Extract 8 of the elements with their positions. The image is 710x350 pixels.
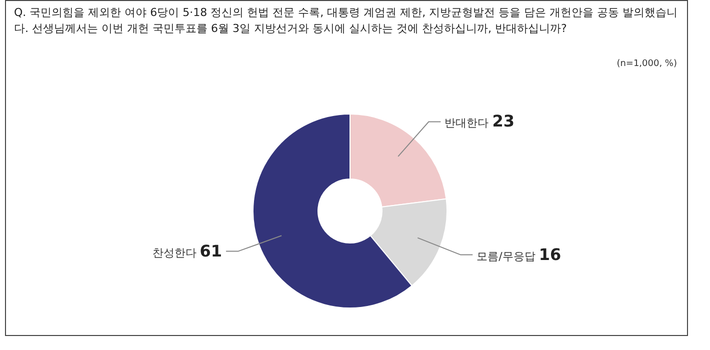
text: (n=1,000, %)	[616, 59, 677, 69]
slice-label: 반대한다	[444, 116, 492, 130]
data-label: 16	[538, 244, 562, 264]
slice-label: 찬성한다	[152, 246, 200, 260]
data-label: 23	[492, 112, 514, 131]
chart-title: Q. 국민의힘을 제외한 여야 6당이 5·18 정신의 헌법 전문 수록, 대통령 계엄권 제한, 지방균형발전 등을 담은 개헌안을 공동 발의했습니다. 선생님께서는 이번 개헌 국민투표를 6월 3일 지방선거와 동시에 실시하는 것에 찬성하십니까, 반대하십니까?	[14, 5, 679, 37]
data-label: 61	[200, 241, 222, 260]
slice-label: 모름/무응답	[476, 250, 539, 263]
